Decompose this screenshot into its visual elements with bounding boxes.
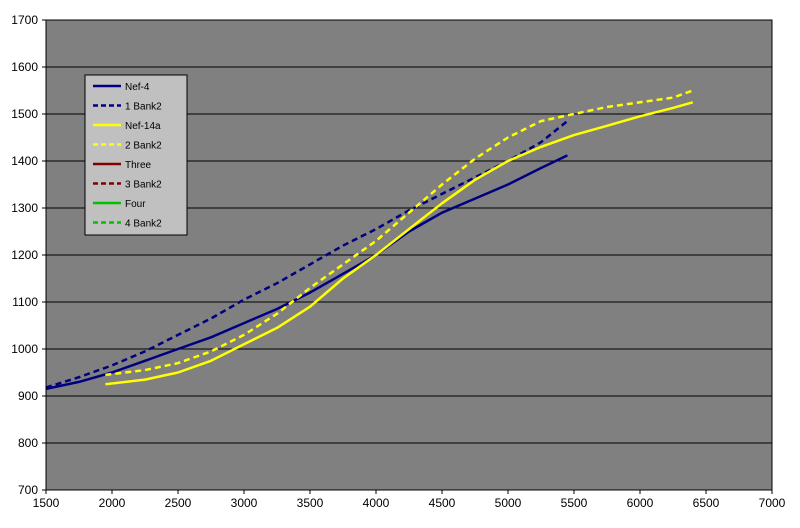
x-tick-label: 2500: [165, 496, 192, 510]
series-line-1-bank2: [45, 120, 569, 389]
series-line-2-bank2: [105, 89, 694, 377]
y-tick-label: 1700: [11, 13, 38, 27]
x-tick-label: 4000: [363, 496, 390, 510]
y-tick-label: 1600: [11, 60, 38, 74]
legend-label: Nef-4: [125, 82, 150, 93]
x-tick-label: 4500: [429, 496, 456, 510]
legend-label: 1 Bank2: [125, 102, 162, 113]
legend-box: [84, 74, 188, 236]
legend-label: 3 Bank2: [125, 180, 162, 191]
legend-label: Four: [125, 199, 146, 210]
series-line-nef-14a: [105, 101, 694, 386]
legend-label: 4 Bank2: [125, 219, 162, 230]
x-tick-label: 3500: [297, 496, 324, 510]
y-axis-ticks: 700 800 900 1000 1100 1200 1300 1400 1500 1600 170…: [11, 13, 46, 497]
series-lines: [45, 89, 694, 391]
x-tick-label: 7000: [759, 496, 786, 510]
legend-label: 2 Bank2: [125, 141, 162, 152]
x-tick-label: 5500: [561, 496, 588, 510]
x-tick-label: 2000: [99, 496, 126, 510]
x-tick-label: 3000: [231, 496, 258, 510]
y-tick-label: 1200: [11, 248, 38, 262]
x-tick-label: 6000: [627, 496, 654, 510]
y-tick-label: 800: [18, 436, 38, 450]
x-axis-ticks: 1500 2000 2500 3000 3500 4000 4500 5000 5500 6000…: [33, 490, 786, 510]
y-tick-label: 1000: [11, 342, 38, 356]
y-tick-label: 1300: [11, 201, 38, 215]
y-tick-label: 1500: [11, 107, 38, 121]
series-line-nef-4: [45, 154, 568, 391]
legend-label: Nef-14a: [125, 121, 161, 132]
x-tick-label: 6500: [693, 496, 720, 510]
x-tick-label: 1500: [33, 496, 60, 510]
y-tick-label: 900: [18, 389, 38, 403]
y-tick-label: 1400: [11, 154, 38, 168]
legend-label: Three: [125, 160, 152, 171]
y-tick-label: 700: [18, 483, 38, 497]
y-tick-label: 1100: [12, 295, 38, 309]
plot-border: [45, 19, 773, 491]
x-tick-label: 5000: [495, 496, 522, 510]
legend: Nef-4 1 Bank2 Nef-14a 2 Bank2 Three 3 Bank2 Fo…: [84, 74, 188, 236]
